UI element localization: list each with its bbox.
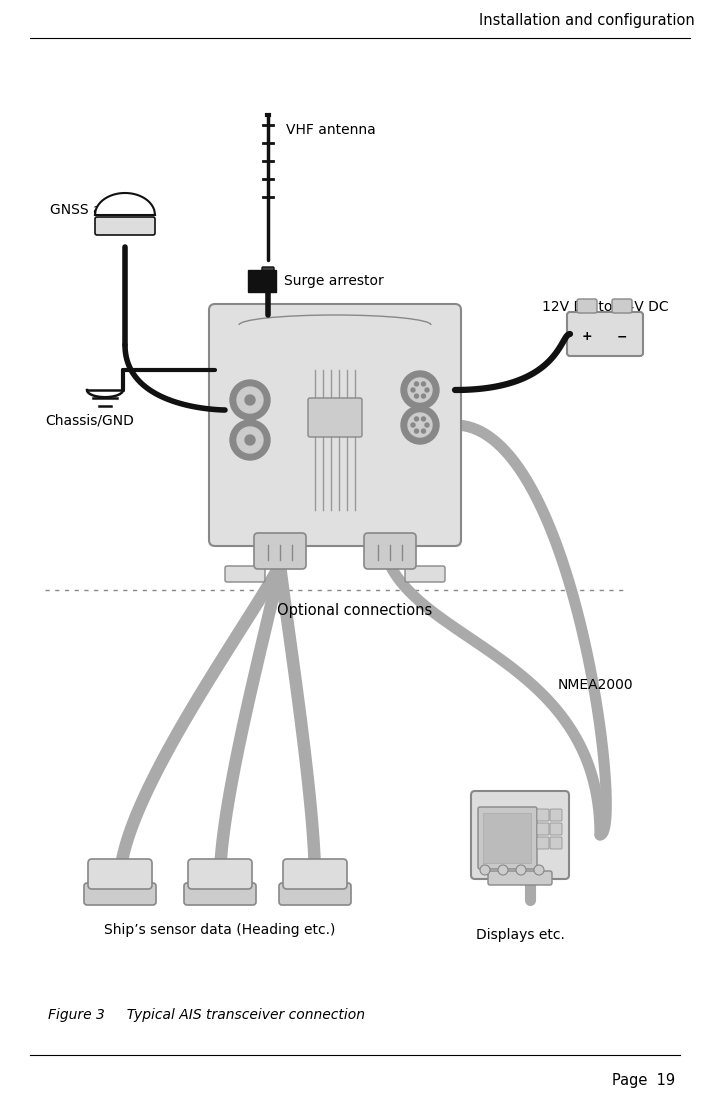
FancyBboxPatch shape [471, 791, 569, 879]
Text: Chassis/GND: Chassis/GND [45, 413, 134, 426]
Circle shape [415, 429, 418, 433]
Circle shape [480, 865, 490, 875]
Circle shape [425, 423, 429, 426]
Text: Displays etc.: Displays etc. [476, 928, 564, 942]
FancyBboxPatch shape [262, 267, 274, 281]
Text: Optional connections: Optional connections [278, 603, 432, 617]
Circle shape [415, 382, 418, 386]
Text: Page  19: Page 19 [612, 1072, 675, 1088]
FancyBboxPatch shape [254, 533, 306, 569]
FancyBboxPatch shape [283, 858, 347, 889]
FancyBboxPatch shape [612, 299, 632, 313]
FancyBboxPatch shape [188, 858, 252, 889]
FancyBboxPatch shape [483, 813, 531, 863]
Circle shape [408, 378, 432, 402]
Circle shape [425, 388, 429, 392]
FancyBboxPatch shape [279, 883, 351, 905]
FancyBboxPatch shape [537, 823, 549, 835]
Circle shape [411, 388, 415, 392]
Text: GNSS antenna: GNSS antenna [50, 203, 151, 217]
Circle shape [230, 420, 270, 460]
Text: +: + [581, 331, 592, 344]
Circle shape [415, 417, 418, 421]
Circle shape [401, 406, 439, 444]
FancyBboxPatch shape [577, 299, 597, 313]
Circle shape [237, 426, 263, 453]
FancyBboxPatch shape [84, 883, 156, 905]
Text: NMEA2000: NMEA2000 [557, 678, 633, 692]
Circle shape [245, 435, 255, 445]
FancyBboxPatch shape [364, 533, 416, 569]
Circle shape [237, 387, 263, 413]
Circle shape [230, 380, 270, 420]
Circle shape [516, 865, 526, 875]
Text: Figure 3     Typical AIS transceiver connection: Figure 3 Typical AIS transceiver connect… [48, 1008, 365, 1022]
Circle shape [422, 395, 425, 398]
FancyBboxPatch shape [488, 871, 552, 885]
Text: −: − [617, 331, 627, 344]
FancyBboxPatch shape [248, 270, 276, 292]
FancyBboxPatch shape [478, 807, 537, 869]
Circle shape [408, 413, 432, 437]
Circle shape [422, 429, 425, 433]
Circle shape [245, 395, 255, 406]
FancyBboxPatch shape [184, 883, 256, 905]
Circle shape [422, 417, 425, 421]
Circle shape [411, 423, 415, 426]
FancyBboxPatch shape [550, 838, 562, 849]
FancyBboxPatch shape [308, 398, 362, 437]
Text: VHF antenna: VHF antenna [286, 123, 376, 137]
Circle shape [415, 395, 418, 398]
Text: Installation and configuration: Installation and configuration [479, 12, 695, 28]
FancyBboxPatch shape [567, 312, 643, 356]
Circle shape [534, 865, 544, 875]
FancyBboxPatch shape [550, 809, 562, 821]
Circle shape [401, 371, 439, 409]
FancyBboxPatch shape [209, 304, 461, 545]
Circle shape [422, 382, 425, 386]
FancyBboxPatch shape [550, 823, 562, 835]
FancyBboxPatch shape [88, 858, 152, 889]
FancyBboxPatch shape [537, 838, 549, 849]
FancyBboxPatch shape [95, 217, 155, 235]
FancyBboxPatch shape [537, 809, 549, 821]
FancyBboxPatch shape [405, 566, 445, 582]
FancyBboxPatch shape [225, 566, 265, 582]
Circle shape [498, 865, 508, 875]
Text: Surge arrestor: Surge arrestor [284, 274, 383, 288]
Text: Ship’s sensor data (Heading etc.): Ship’s sensor data (Heading etc.) [104, 923, 336, 937]
Text: 12V DC to 24V DC
Supply: 12V DC to 24V DC Supply [542, 300, 668, 331]
